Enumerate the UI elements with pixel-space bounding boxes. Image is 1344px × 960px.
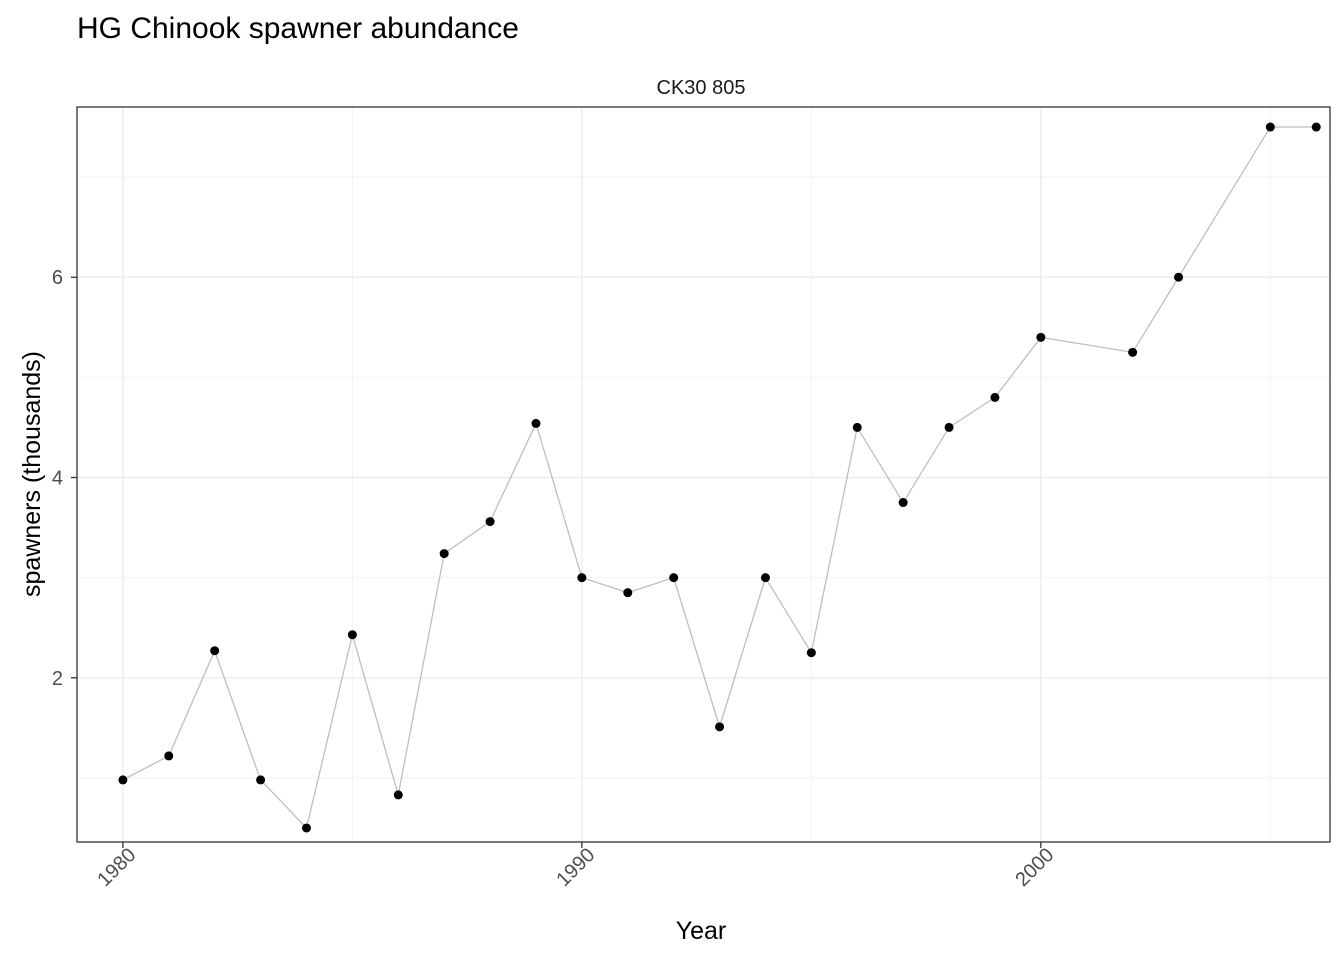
- x-tick-label: 1990: [552, 844, 599, 891]
- data-point: [393, 790, 403, 800]
- data-point: [347, 630, 357, 640]
- data-point: [577, 573, 587, 583]
- data-point: [669, 573, 679, 583]
- axes: 1980 1990 2000 2 4 6: [52, 267, 1059, 891]
- series-points: [118, 122, 1321, 833]
- data-point: [210, 646, 220, 656]
- data-point: [256, 775, 266, 785]
- x-tick-label: 1980: [93, 844, 140, 891]
- data-point: [1265, 122, 1275, 132]
- facet-label: CK30 805: [657, 77, 746, 99]
- y-tick-label: 4: [52, 468, 63, 490]
- data-point: [1036, 332, 1046, 342]
- data-point: [806, 648, 816, 658]
- grid: [77, 107, 1330, 842]
- data-point: [1128, 347, 1138, 357]
- y-tick-label: 6: [52, 267, 63, 289]
- data-point: [852, 422, 862, 432]
- chart-title: HG Chinook spawner abundance: [77, 12, 519, 45]
- panel-border: [76, 106, 1331, 843]
- data-point: [760, 573, 770, 583]
- data-point: [485, 517, 495, 527]
- data-point: [1174, 272, 1184, 282]
- data-point: [164, 751, 174, 761]
- facet-strip: [77, 72, 1330, 106]
- x-axis-title: Year: [676, 917, 727, 945]
- data-point: [301, 823, 311, 833]
- y-axis-title: spawners (thousands): [18, 351, 46, 597]
- data-point: [715, 722, 725, 732]
- data-point: [990, 392, 1000, 402]
- data-point: [1311, 122, 1321, 132]
- data-point: [898, 498, 908, 508]
- data-point: [944, 422, 954, 432]
- y-tick-label: 2: [52, 668, 63, 690]
- data-point: [439, 549, 449, 559]
- x-tick-label: 2000: [1011, 844, 1058, 891]
- data-point: [623, 588, 633, 598]
- data-point: [118, 775, 128, 785]
- data-point: [531, 418, 541, 428]
